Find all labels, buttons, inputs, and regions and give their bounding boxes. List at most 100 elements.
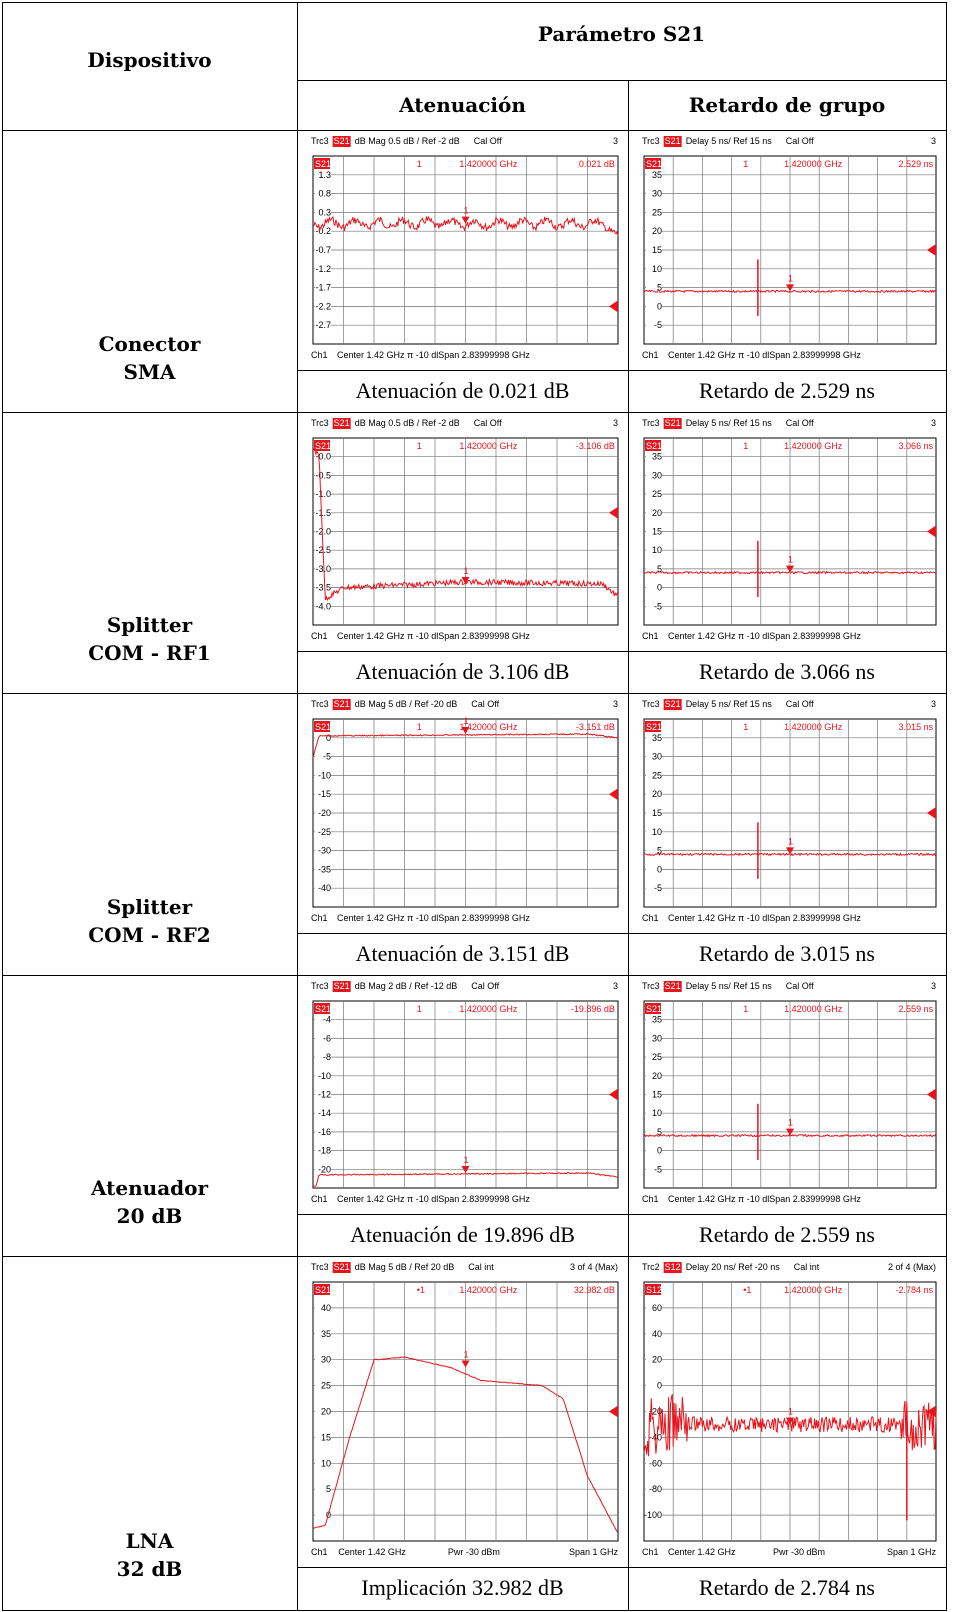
- marker-label: 1: [464, 1349, 469, 1359]
- y-tick-label: 0: [326, 733, 331, 743]
- y-tick-label: -12: [318, 1090, 331, 1100]
- footer-label: Center 1.42 GHz: [668, 1547, 736, 1557]
- y-tick-label: -1.7: [315, 283, 331, 293]
- trace-header: S21: [334, 418, 350, 428]
- y-tick-label: 0: [657, 1381, 662, 1391]
- rule: [628, 80, 629, 1611]
- trace-header: Trc3: [311, 981, 329, 991]
- footer-label: Ch1: [642, 1194, 659, 1204]
- trace-header: Trc3: [311, 699, 329, 709]
- rule: [2, 693, 946, 694]
- caption: Retardo de 2.784 ns: [628, 1575, 946, 1601]
- y-tick-label: 0: [657, 301, 662, 311]
- y-tick-label: 10: [652, 545, 662, 555]
- y-tick-label: -100: [644, 1510, 662, 1520]
- marker-readout: 2.559 ns: [899, 1004, 934, 1014]
- analyzer-screenshot: Trc3S21Delay 5 ns/ Ref 15 nsCal Off3S211…: [638, 134, 938, 366]
- rule: [297, 1567, 946, 1568]
- trace-header: Cal int: [794, 1262, 820, 1272]
- trace-header: 3: [613, 418, 618, 428]
- footer-label: Ch1: [642, 913, 659, 923]
- y-tick-label: 20: [321, 1407, 331, 1417]
- footer-label: Ch1: [311, 350, 328, 360]
- y-tick-label: -10: [318, 1071, 331, 1081]
- trace-label: S21: [646, 159, 662, 169]
- y-tick-label: -2.2: [315, 301, 331, 311]
- trace-label: S21: [646, 1004, 662, 1014]
- y-tick-label: -30: [318, 846, 331, 856]
- y-tick-label: 15: [652, 808, 662, 818]
- marker-label: 1: [788, 273, 793, 283]
- y-tick-label: -3.5: [315, 583, 331, 593]
- footer-label: Center 1.42 GHz π -10 dlSpan 2.83999998 …: [337, 1194, 530, 1204]
- device-label: 32 dB: [2, 1555, 297, 1583]
- marker-readout: 1.420000 GHz: [459, 159, 518, 169]
- marker-readout: 1.420000 GHz: [784, 1004, 843, 1014]
- trace-header: dB Mag 5 dB / Ref 20 dB: [355, 1262, 455, 1272]
- y-tick-label: -35: [318, 864, 331, 874]
- footer-label: Ch1: [311, 1547, 328, 1557]
- rule: [2, 1256, 946, 1257]
- trace-header: S21: [334, 136, 350, 146]
- y-tick-label: 15: [652, 245, 662, 255]
- y-tick-label: 40: [652, 1329, 662, 1339]
- trace-header: Trc3: [311, 418, 329, 428]
- marker-label: 1: [464, 716, 469, 726]
- y-tick-label: 10: [321, 1458, 331, 1468]
- rule: [2, 975, 946, 976]
- footer-label: Ch1: [642, 1547, 659, 1557]
- trace-label: S21: [315, 159, 331, 169]
- trace-header: Delay 5 ns/ Ref 15 ns: [686, 418, 773, 428]
- trace-header: Trc3: [642, 699, 660, 709]
- device-label: Conector: [2, 330, 297, 358]
- marker-label: 1: [464, 206, 469, 216]
- header-cell: Parámetro S21: [297, 22, 946, 46]
- marker-readout: 1: [743, 722, 748, 732]
- trace-header: Cal int: [468, 1262, 494, 1272]
- trace-header: Cal Off: [786, 699, 814, 709]
- y-tick-label: 60: [652, 1303, 662, 1313]
- caption: Retardo de 2.529 ns: [628, 378, 946, 404]
- y-tick-label: 20: [652, 789, 662, 799]
- trace-header: Cal Off: [471, 699, 499, 709]
- marker-readout: •1: [417, 1285, 425, 1295]
- footer-label: Center 1.42 GHz π -10 dlSpan 2.83999998 …: [337, 350, 530, 360]
- marker-readout: 2.529 ns: [899, 159, 934, 169]
- y-tick-label: 30: [652, 752, 662, 762]
- trace-label: S21: [315, 1285, 331, 1295]
- marker-label: 1: [464, 566, 469, 576]
- y-tick-label: -20: [318, 1164, 331, 1174]
- marker-label: 1: [788, 1118, 793, 1128]
- y-tick-label: 25: [321, 1381, 331, 1391]
- rule: [2, 2, 3, 1611]
- footer-label: Ch1: [642, 350, 659, 360]
- trace-header: dB Mag 5 dB / Ref -20 dB: [355, 699, 458, 709]
- y-tick-label: 20: [652, 1355, 662, 1365]
- device-label: Atenuador: [2, 1174, 297, 1202]
- analyzer-screenshot: Trc3S21Delay 5 ns/ Ref 15 nsCal Off3S211…: [638, 979, 938, 1210]
- trace-header: Cal Off: [786, 136, 814, 146]
- y-tick-label: -20: [318, 808, 331, 818]
- marker-label: 1: [788, 836, 793, 846]
- y-tick-label: 25: [652, 489, 662, 499]
- y-tick-label: -5: [654, 601, 662, 611]
- y-tick-label: -80: [649, 1484, 662, 1494]
- trace-header: 3 of 4 (Max): [570, 1262, 618, 1272]
- y-tick-label: -4: [323, 1015, 331, 1025]
- trace-header: Delay 5 ns/ Ref 15 ns: [686, 136, 773, 146]
- rule: [297, 80, 946, 81]
- trace-header: S21: [665, 136, 681, 146]
- y-tick-label: -1.5: [315, 508, 331, 518]
- footer-label: Ch1: [311, 913, 328, 923]
- footer-label: Center 1.42 GHz π -10 dlSpan 2.83999998 …: [668, 631, 861, 641]
- y-tick-label: 35: [652, 170, 662, 180]
- y-tick-label: 0.8: [318, 189, 331, 199]
- footer-label: Center 1.42 GHz π -10 dlSpan 2.83999998 …: [337, 631, 530, 641]
- caption: Atenuación de 3.151 dB: [297, 941, 628, 967]
- trace-header: 3: [613, 981, 618, 991]
- trace-header: Cal Off: [474, 136, 502, 146]
- marker-readout: 1.420000 GHz: [459, 1285, 518, 1295]
- y-tick-label: 25: [652, 770, 662, 780]
